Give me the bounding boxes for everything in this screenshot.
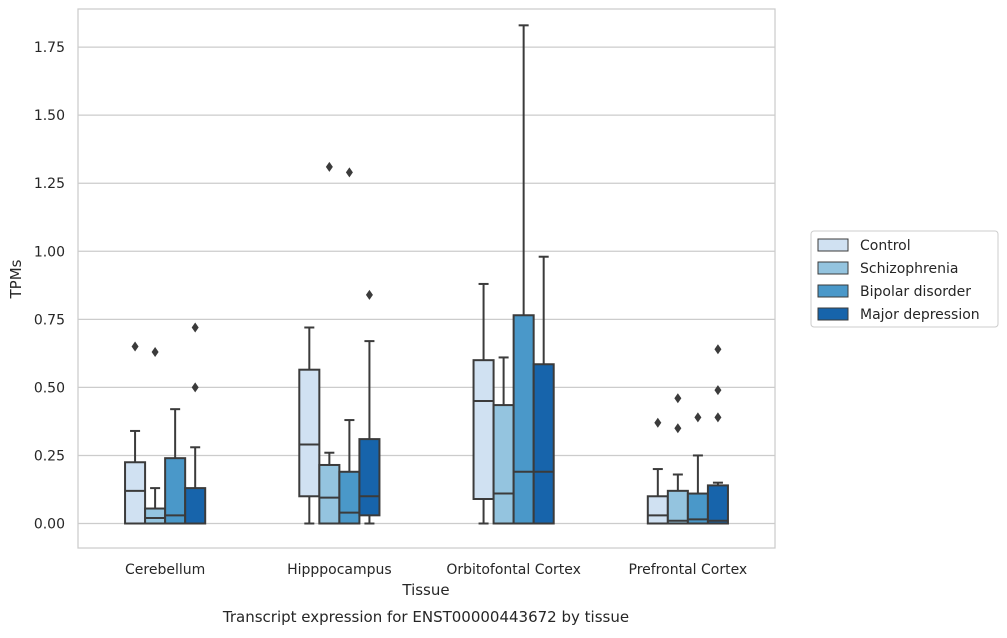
y-tick-label-4: 1.00: [34, 244, 65, 260]
outlier-point-1: [191, 322, 199, 333]
outlier-point-0: [151, 347, 159, 357]
outlier-point-0: [191, 382, 199, 393]
box-iqr: [532, 363, 555, 525]
box-3-1: [358, 289, 381, 525]
box-iqr: [124, 461, 147, 525]
box-2-1: [338, 167, 361, 525]
legend-swatch-3: [817, 307, 849, 321]
outlier-point-0: [365, 289, 373, 300]
x-tick-labels: Cerebellum Hipppocampus Orbitofontal Corte…: [125, 562, 747, 578]
y-tick-label-2: 0.50: [34, 380, 65, 396]
outlier-point-1: [674, 393, 682, 404]
legend-label-3: Major depression: [860, 307, 980, 323]
x-tick-label-1: Hipppocampus: [287, 562, 392, 578]
outlier-point-0: [674, 423, 682, 434]
box-iqr: [472, 359, 495, 500]
box-1-3: [666, 393, 689, 525]
legend-swatch-1: [817, 261, 849, 275]
y-tick-label-1: 0.25: [34, 448, 65, 464]
y-tick-labels: 0.00 0.25 0.50 0.75 1.00 1.25 1.50 1.75: [34, 40, 65, 532]
y-axis-label: TPMs: [7, 259, 25, 299]
box-2-0: [164, 408, 187, 525]
outlier-point-0: [654, 417, 662, 428]
box-0-1: [298, 326, 321, 525]
box-1-0: [144, 347, 167, 525]
box-3-0: [184, 322, 207, 525]
x-axis-label: Tissue: [401, 581, 449, 599]
box-iqr: [666, 489, 689, 525]
legend-label-1: Schizophrenia: [860, 261, 958, 277]
box-0-2: [472, 282, 495, 525]
box-iqr: [144, 507, 167, 525]
chart-caption: Transcript expression for ENST0000044367…: [222, 608, 629, 626]
legend-label-0: Control: [860, 238, 911, 254]
outlier-point-2: [714, 344, 722, 355]
outlier-point-0: [694, 412, 702, 423]
box-iqr: [318, 463, 341, 525]
x-tick-label-3: Prefrontal Cortex: [629, 562, 748, 578]
x-tick-label-2: Orbitofontal Cortex: [446, 562, 581, 578]
outlier-point-1: [714, 385, 722, 396]
outlier-point-0: [325, 161, 333, 172]
legend-frame: [810, 230, 999, 328]
box-3-3: [706, 344, 729, 525]
box-iqr: [492, 404, 515, 525]
box-iqr: [646, 495, 669, 525]
legend-swatch-0: [817, 238, 849, 252]
box-series: [124, 24, 729, 525]
legend-swatch-2: [817, 284, 849, 298]
box-iqr: [358, 438, 381, 517]
box-0-0: [124, 341, 147, 525]
box-3-2: [532, 255, 555, 525]
y-tick-label-7: 1.75: [34, 40, 65, 56]
y-tick-label-6: 1.50: [34, 108, 65, 124]
legend-label-2: Bipolar disorder: [860, 284, 971, 300]
outlier-point-0: [714, 412, 722, 423]
y-tick-label-3: 0.75: [34, 312, 65, 328]
box-iqr: [512, 314, 535, 525]
plot-area: [77, 8, 776, 549]
x-tick-label-0: Cerebellum: [125, 562, 205, 578]
legend: Control Schizophrenia Bipolar disorder Majo…: [810, 230, 999, 328]
box-iqr: [298, 368, 321, 498]
y-tick-label-0: 0.00: [34, 517, 65, 533]
box-iqr: [706, 484, 729, 525]
box-iqr: [164, 457, 187, 525]
outlier-point-0: [345, 167, 353, 178]
outlier-point-0: [131, 341, 139, 352]
box-iqr: [184, 487, 207, 525]
y-tick-label-5: 1.25: [34, 176, 65, 192]
box-iqr: [338, 470, 361, 525]
